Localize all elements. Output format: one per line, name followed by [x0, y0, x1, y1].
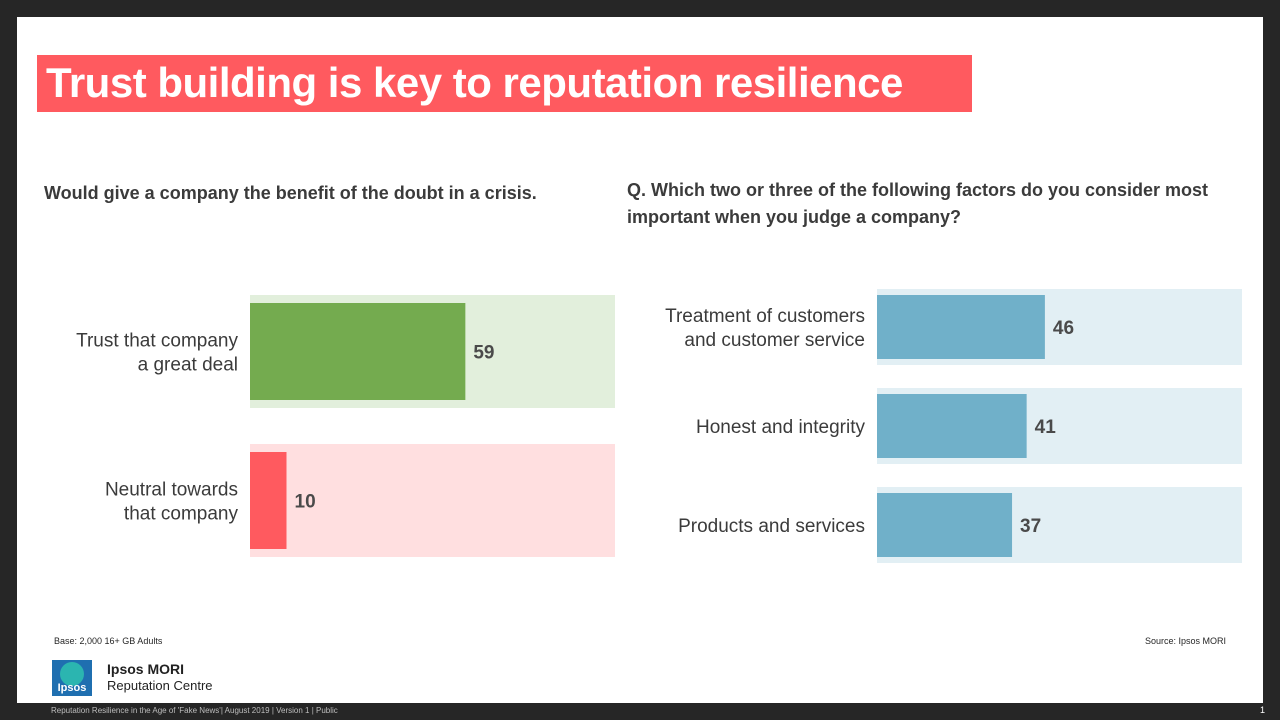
right-question: Q. Which two or three of the following f… [627, 180, 1209, 227]
source-note: Source: Ipsos MORI [1145, 636, 1227, 646]
ipsos-logo: Ipsos [52, 660, 92, 696]
benefit-of-doubt-chart: 59 Trust that company a great deal 10 Neutra… [76, 295, 615, 557]
logo-circle-icon [60, 662, 84, 686]
data-label: 46 [1053, 318, 1074, 339]
category-label: a great deal [138, 355, 238, 376]
footer-line: Reputation Resilience in the Age of 'Fak… [51, 706, 338, 715]
data-label: 41 [1035, 417, 1057, 438]
page-title: Trust building is key to reputation resi… [46, 59, 903, 106]
bottom-bar: Reputation Resilience in the Age of 'Fak… [0, 703, 1280, 720]
data-label: 37 [1020, 516, 1041, 537]
category-label: Neutral towards [105, 480, 238, 501]
category-label: Treatment of customers [665, 306, 865, 327]
important-factors-chart: 46 Treatment of customers and customer ser… [665, 289, 1242, 563]
page-number: 1 [1259, 705, 1265, 715]
data-label: 10 [295, 492, 316, 513]
category-label: that company [124, 504, 239, 525]
category-label: and customer service [684, 330, 865, 351]
data-label: 59 [473, 343, 494, 364]
title-banner: Trust building is key to reputation resi… [37, 55, 972, 112]
logo-text: Ipsos [57, 682, 87, 694]
bar-track [250, 444, 615, 557]
bar [877, 295, 1045, 359]
category-label: Honest and integrity [696, 417, 865, 438]
bar [877, 394, 1027, 458]
left-question: Would give a company the benefit of the … [44, 183, 537, 203]
category-label: Products and services [678, 516, 865, 537]
base-note: Base: 2,000 16+ GB Adults [54, 636, 163, 646]
bar [250, 452, 287, 549]
category-label: Trust that company [76, 331, 238, 352]
bar [877, 493, 1013, 557]
brand-name: Ipsos MORI [107, 661, 185, 677]
brand-subtitle: Reputation Centre [107, 678, 213, 693]
bar [250, 303, 466, 400]
